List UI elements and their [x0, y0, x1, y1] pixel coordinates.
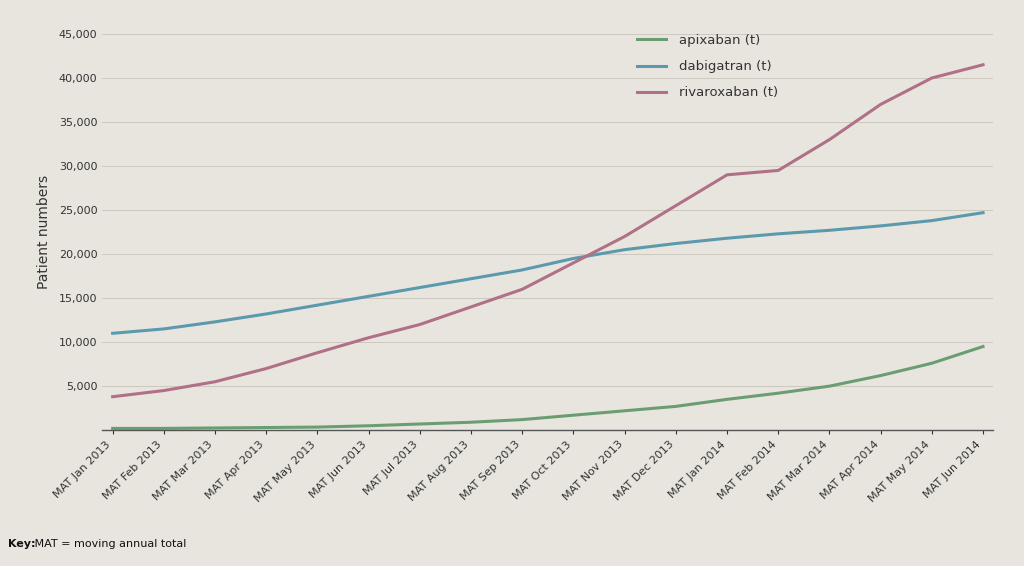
rivaroxaban (t) [567, 259, 580, 266]
rivaroxaban (t) [362, 335, 375, 341]
dabigatran (t) [260, 311, 272, 318]
rivaroxaban (t) [465, 303, 477, 310]
apixaban (t) [977, 343, 989, 350]
dabigatran (t) [414, 284, 426, 291]
dabigatran (t) [516, 267, 528, 273]
rivaroxaban (t) [618, 233, 631, 240]
rivaroxaban (t) [106, 393, 119, 400]
Text: MAT = moving annual total: MAT = moving annual total [31, 539, 186, 549]
dabigatran (t) [209, 319, 221, 325]
apixaban (t) [618, 408, 631, 414]
dabigatran (t) [158, 325, 170, 332]
apixaban (t) [260, 424, 272, 431]
apixaban (t) [516, 416, 528, 423]
dabigatran (t) [567, 255, 580, 262]
apixaban (t) [721, 396, 733, 403]
apixaban (t) [362, 422, 375, 429]
dabigatran (t) [823, 227, 836, 234]
rivaroxaban (t) [926, 75, 938, 82]
Line: dabigatran (t): dabigatran (t) [113, 213, 983, 333]
dabigatran (t) [721, 235, 733, 242]
apixaban (t) [106, 425, 119, 432]
dabigatran (t) [772, 230, 784, 237]
apixaban (t) [670, 403, 682, 410]
dabigatran (t) [311, 302, 324, 308]
apixaban (t) [209, 424, 221, 431]
rivaroxaban (t) [158, 387, 170, 394]
apixaban (t) [772, 390, 784, 397]
rivaroxaban (t) [721, 171, 733, 178]
dabigatran (t) [362, 293, 375, 300]
apixaban (t) [567, 412, 580, 419]
rivaroxaban (t) [823, 136, 836, 143]
Line: rivaroxaban (t): rivaroxaban (t) [113, 65, 983, 397]
apixaban (t) [926, 360, 938, 367]
apixaban (t) [465, 419, 477, 426]
dabigatran (t) [874, 222, 887, 229]
rivaroxaban (t) [772, 167, 784, 174]
Legend: apixaban (t), dabigatran (t), rivaroxaban (t): apixaban (t), dabigatran (t), rivaroxaba… [637, 34, 778, 100]
Y-axis label: Patient numbers: Patient numbers [37, 175, 50, 289]
rivaroxaban (t) [209, 378, 221, 385]
rivaroxaban (t) [874, 101, 887, 108]
rivaroxaban (t) [977, 61, 989, 68]
dabigatran (t) [926, 217, 938, 224]
apixaban (t) [823, 383, 836, 389]
Text: Key:: Key: [8, 539, 36, 549]
dabigatran (t) [465, 275, 477, 282]
dabigatran (t) [106, 330, 119, 337]
apixaban (t) [874, 372, 887, 379]
apixaban (t) [311, 424, 324, 431]
dabigatran (t) [618, 246, 631, 253]
rivaroxaban (t) [260, 365, 272, 372]
apixaban (t) [158, 425, 170, 432]
rivaroxaban (t) [670, 202, 682, 209]
dabigatran (t) [977, 209, 989, 216]
rivaroxaban (t) [516, 286, 528, 293]
Line: apixaban (t): apixaban (t) [113, 346, 983, 428]
rivaroxaban (t) [311, 349, 324, 356]
rivaroxaban (t) [414, 321, 426, 328]
apixaban (t) [414, 421, 426, 427]
dabigatran (t) [670, 240, 682, 247]
